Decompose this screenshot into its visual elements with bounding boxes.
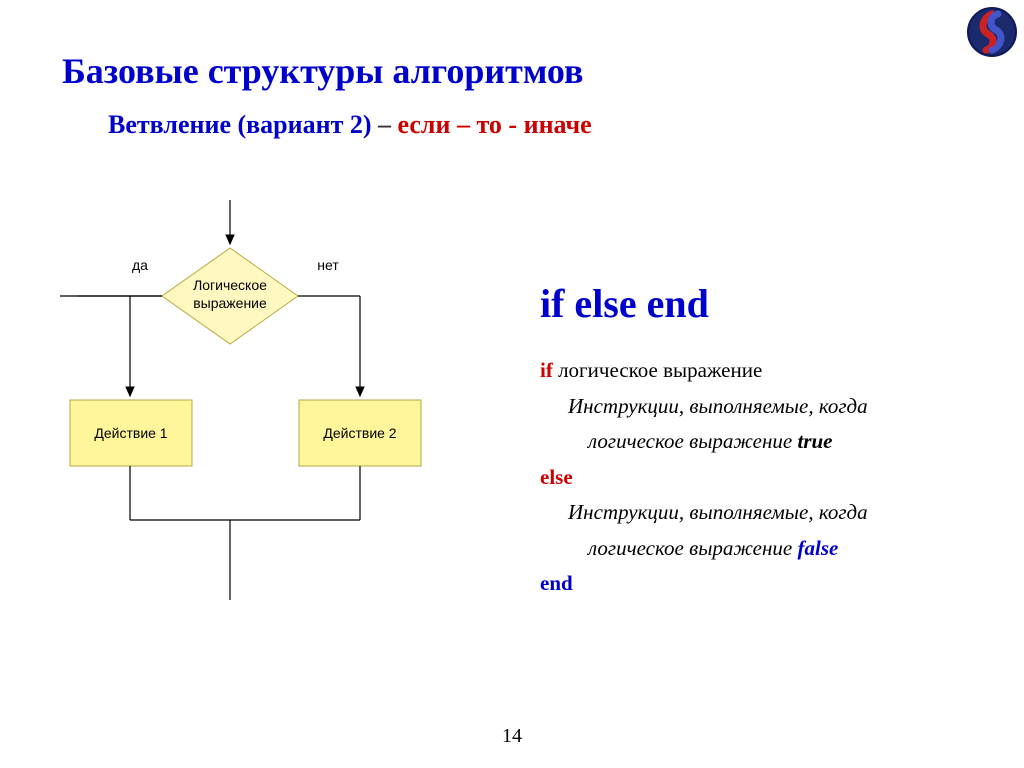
kw-false: false: [798, 536, 839, 560]
page-title: Базовые структуры алгоритмов: [62, 50, 583, 92]
subtitle-part1: Ветвление (вариант 2): [108, 110, 372, 139]
instr-false-1: Инструкции, выполняемые, когда: [568, 497, 980, 529]
action-1-box: Действие 1: [70, 400, 192, 466]
kw-else: else: [540, 465, 573, 489]
action-2-text: Действие 2: [323, 425, 396, 441]
kw-if: if: [540, 358, 553, 382]
logo-icon: [966, 6, 1018, 58]
flowchart-diagram: Логическое выражение да нет Действие 1: [60, 200, 480, 610]
instr-true-1: Инструкции, выполняемые, когда: [568, 391, 980, 423]
diamond-text-1: Логическое: [193, 277, 267, 293]
code-cond: логическое выражение: [553, 358, 762, 382]
page-subtitle: Ветвление (вариант 2) – если – то - инач…: [108, 110, 592, 140]
kw-true: true: [798, 429, 833, 453]
instr-false-2: логическое выражение: [588, 536, 798, 560]
page-number: 14: [0, 725, 1024, 748]
code-title: if else end: [540, 280, 709, 327]
subtitle-dash: –: [372, 110, 398, 139]
decision-diamond: Логическое выражение: [162, 248, 298, 344]
action-1-text: Действие 1: [94, 425, 167, 441]
subtitle-part2: если – то - иначе: [398, 110, 592, 139]
action-2-box: Действие 2: [299, 400, 421, 466]
kw-end: end: [540, 571, 573, 595]
diamond-text-2: выражение: [193, 295, 267, 311]
code-block: if логическое выражение Инструкции, выпо…: [540, 355, 980, 604]
label-no: нет: [317, 257, 339, 273]
label-yes: да: [132, 257, 148, 273]
instr-true-2: логическое выражение: [588, 429, 798, 453]
